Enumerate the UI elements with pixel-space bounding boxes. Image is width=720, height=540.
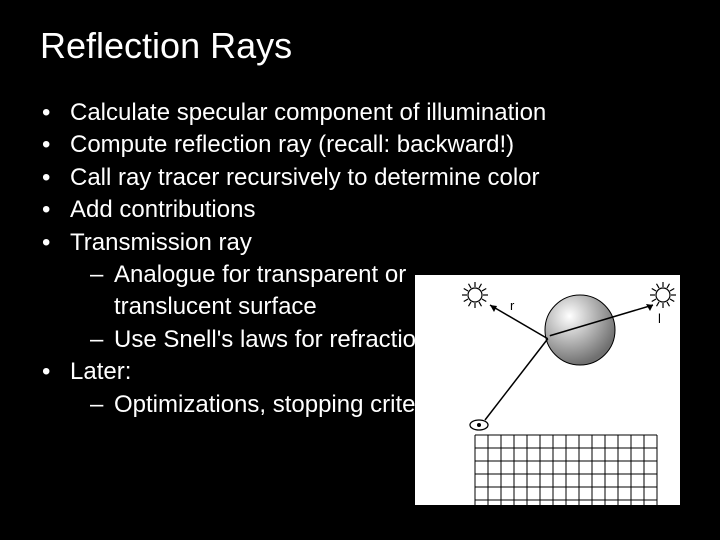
bullet-1: Calculate specular component of illumina… <box>40 97 680 129</box>
sub-5-1-text: Analogue for transparent or <box>114 261 406 288</box>
bullet-6-text: Later: <box>70 358 131 385</box>
slide-title: Reflection Rays <box>40 25 680 67</box>
slide: Reflection Rays Calculate specular compo… <box>0 0 720 540</box>
bullet-3-text: Call ray tracer recursively to determine… <box>70 164 540 191</box>
bullet-1-text: Calculate specular component of illumina… <box>70 99 546 126</box>
raytrace-diagram: rl <box>415 275 680 505</box>
bullet-3: Call ray tracer recursively to determine… <box>40 162 680 194</box>
svg-text:l: l <box>658 311 661 326</box>
sub-6-1-text: Optimizations, stopping criteria <box>114 391 442 418</box>
bullet-2-text: Compute reflection ray (recall: backward… <box>70 131 514 158</box>
bullet-2: Compute reflection ray (recall: backward… <box>40 129 680 161</box>
sub-5-2-text: Use Snell's laws for refraction <box>114 326 429 353</box>
bullet-4: Add contributions <box>40 194 680 226</box>
bullet-5: Transmission ray <box>40 227 680 259</box>
main-bullets: Calculate specular component of illumina… <box>40 97 680 259</box>
svg-text:r: r <box>510 298 515 313</box>
bullet-5-text: Transmission ray <box>70 229 252 256</box>
bullet-4-text: Add contributions <box>70 196 255 223</box>
